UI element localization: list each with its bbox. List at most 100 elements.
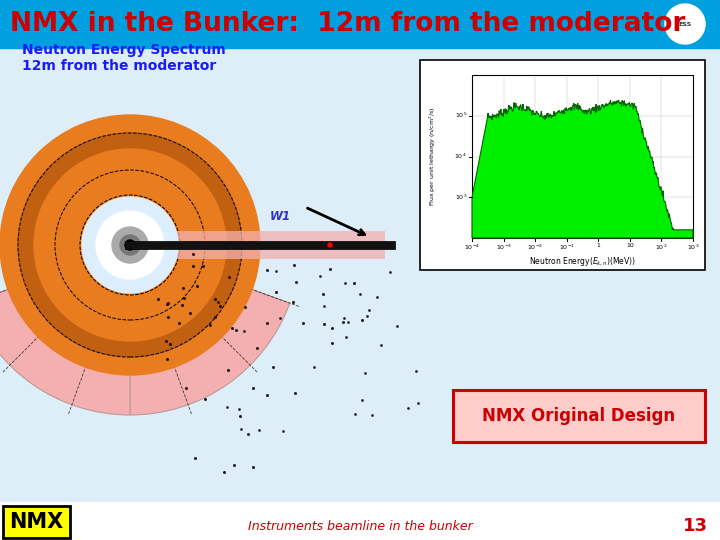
Circle shape [82, 197, 178, 293]
Point [356, 396, 367, 404]
Point [226, 323, 238, 332]
Text: 12m from the moderator: 12m from the moderator [22, 59, 216, 73]
Bar [0, 48, 720, 502]
Point [277, 427, 289, 435]
Text: NMX in the Bunker:  12m from the moderator: NMX in the Bunker: 12m from the moderato… [10, 11, 685, 37]
Point [364, 306, 375, 314]
Point [340, 333, 351, 341]
FancyBboxPatch shape [3, 506, 70, 538]
Point [181, 384, 192, 393]
Point [187, 261, 199, 270]
Point [309, 362, 320, 371]
Point [163, 299, 174, 308]
Bar [125, 231, 385, 259]
Point [210, 295, 221, 303]
Point [270, 288, 282, 296]
Bar [0, 502, 720, 540]
Point [270, 267, 282, 275]
Text: $10^3$: $10^3$ [454, 193, 467, 202]
Point [349, 409, 361, 418]
Point [384, 267, 396, 276]
Point [354, 289, 366, 298]
Bar [420, 60, 705, 270]
Text: Instruments beamline in the bunker: Instruments beamline in the bunker [248, 519, 472, 532]
Circle shape [125, 240, 135, 250]
Point [221, 402, 233, 411]
Text: NMX Original Design: NMX Original Design [482, 407, 675, 425]
Point [315, 272, 326, 280]
Point [204, 321, 215, 329]
Point [209, 313, 220, 322]
Point [189, 454, 201, 462]
Circle shape [665, 4, 705, 44]
Point [326, 339, 338, 348]
Point [186, 249, 198, 258]
Text: $10^{2}$: $10^{2}$ [655, 243, 667, 252]
Point [413, 399, 424, 408]
Point [230, 326, 241, 334]
Point [162, 313, 174, 321]
Text: 1: 1 [596, 243, 600, 248]
Text: Neutron Energy Spectrum: Neutron Energy Spectrum [22, 43, 226, 57]
Text: W1: W1 [270, 210, 291, 223]
Circle shape [18, 133, 242, 357]
Text: Flux per unit lethargy (n/cm$^2$/s): Flux per unit lethargy (n/cm$^2$/s) [428, 106, 438, 206]
Point [192, 282, 203, 291]
Point [375, 341, 387, 349]
Point [222, 366, 234, 374]
Point [317, 290, 328, 299]
Text: Neutron Energy($E_{k,n}$)(MeV)): Neutron Energy($E_{k,n}$)(MeV)) [529, 255, 636, 268]
Point [338, 314, 350, 323]
Point [261, 319, 273, 327]
Text: $10^4$: $10^4$ [454, 152, 467, 161]
Point [372, 293, 383, 302]
Point [338, 318, 349, 327]
Point [235, 412, 246, 421]
Point [219, 468, 230, 476]
Point [343, 318, 354, 326]
Point [161, 355, 172, 363]
Point [173, 319, 184, 327]
Point [261, 266, 273, 274]
Point [288, 261, 300, 269]
Wedge shape [130, 245, 289, 415]
Text: 13: 13 [683, 517, 708, 535]
Text: ESS: ESS [678, 22, 692, 26]
Point [289, 389, 300, 397]
Point [359, 369, 371, 377]
Point [318, 302, 329, 310]
Point [223, 273, 235, 281]
Text: $10^5$: $10^5$ [454, 111, 467, 120]
Point [165, 339, 176, 348]
Point [391, 322, 402, 330]
Point [274, 313, 286, 322]
Point [247, 383, 258, 392]
Point [410, 366, 422, 375]
Bar [0, 0, 720, 48]
Polygon shape [472, 100, 693, 238]
Circle shape [112, 227, 148, 263]
Circle shape [328, 243, 332, 247]
Point [326, 323, 338, 332]
Point [161, 336, 172, 345]
Point [287, 298, 299, 307]
Point [184, 309, 196, 318]
Point [212, 298, 224, 306]
Text: 10: 10 [626, 243, 634, 248]
Text: $10^{-2}$: $10^{-2}$ [527, 243, 543, 252]
Circle shape [34, 149, 226, 341]
Point [233, 404, 245, 413]
Bar [125, 241, 395, 249]
Point [199, 394, 210, 403]
Circle shape [134, 241, 142, 249]
Point [366, 411, 377, 420]
Point [242, 430, 253, 439]
Point [324, 265, 336, 273]
Point [197, 262, 209, 271]
Point [177, 284, 189, 293]
Point [251, 343, 263, 352]
Point [267, 363, 279, 372]
Circle shape [0, 115, 260, 375]
Bar [472, 75, 693, 238]
Text: $10^{3}$: $10^{3}$ [687, 243, 699, 252]
